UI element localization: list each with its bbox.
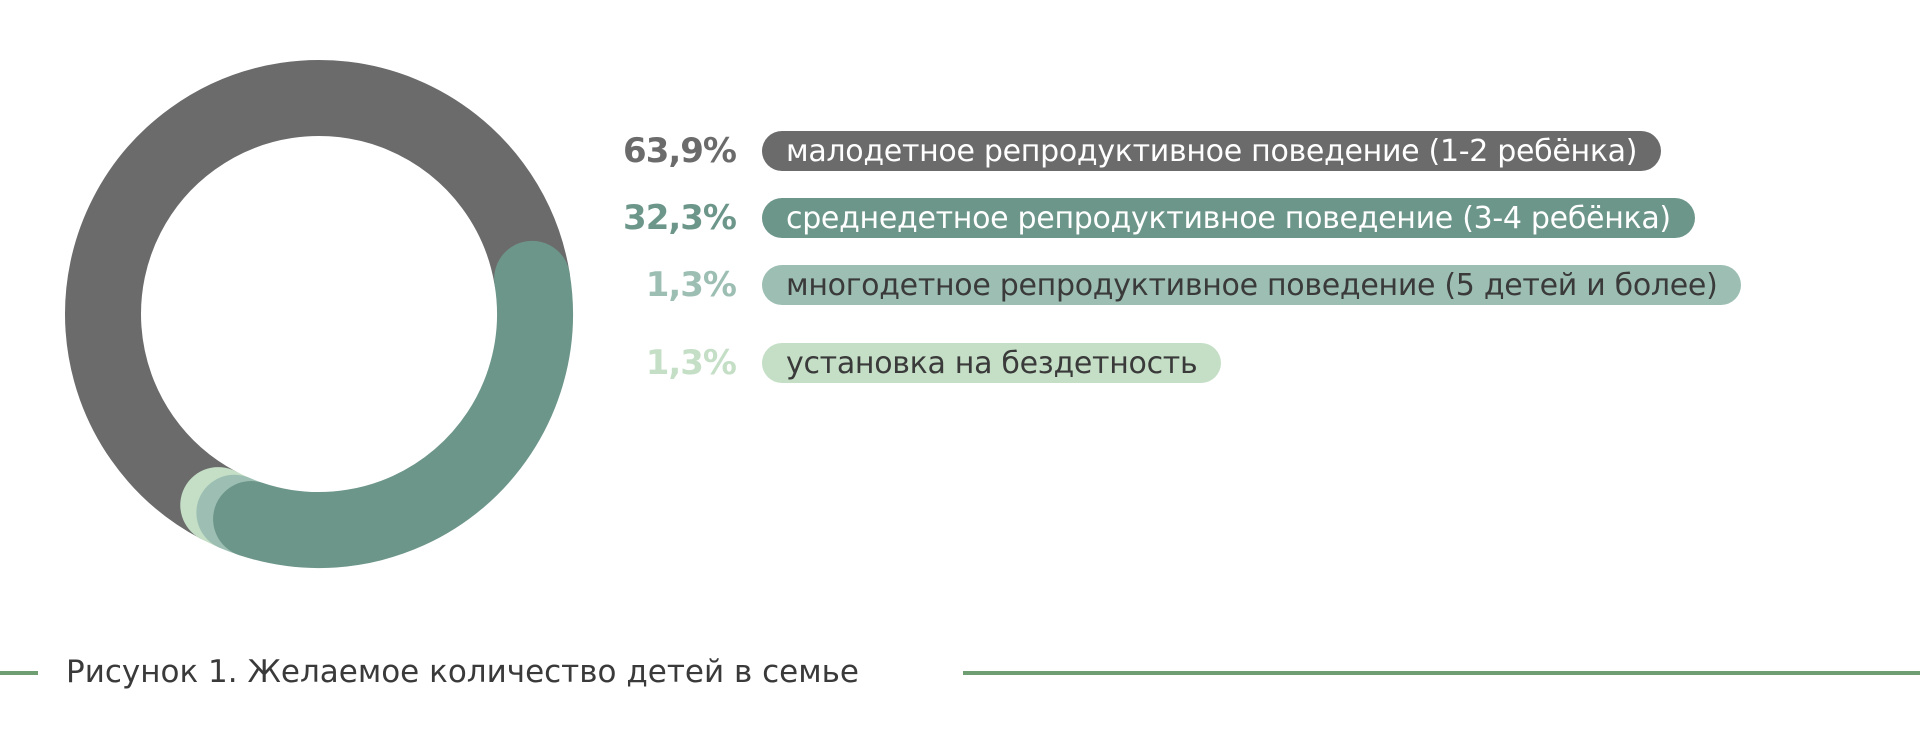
donut-slice-1 — [65, 60, 571, 544]
legend-value-1: 63,9% — [623, 131, 737, 171]
caption-rule-right — [963, 671, 1920, 675]
legend-label-2: среднедетное репродуктивное поведение (3… — [762, 198, 1695, 238]
legend-label-1: малодетное репродуктивное поведение (1-2… — [762, 131, 1662, 171]
legend-item-4: 1,3% установка на бездетность — [620, 343, 1222, 383]
donut-chart — [65, 60, 573, 568]
legend-value-3: 1,3% — [645, 265, 737, 305]
legend-value-4: 1,3% — [645, 343, 737, 383]
legend-item-2: 32,3% среднедетное репродуктивное поведе… — [620, 198, 1695, 238]
legend-value-2: 32,3% — [623, 198, 737, 238]
legend-item-1: 63,9% малодетное репродуктивное поведени… — [620, 131, 1662, 171]
figure-caption: Рисунок 1. Желаемое количество детей в с… — [66, 654, 859, 690]
legend: 63,9% малодетное репродуктивное поведени… — [620, 0, 1920, 420]
legend-label-3: многодетное репродуктивное поведение (5 … — [762, 265, 1742, 305]
legend-label-4: установка на бездетность — [762, 343, 1222, 383]
legend-item-3: 1,3% многодетное репродуктивное поведени… — [620, 265, 1742, 305]
caption-rule-left — [0, 671, 38, 675]
donut-slice-2 — [213, 240, 573, 568]
